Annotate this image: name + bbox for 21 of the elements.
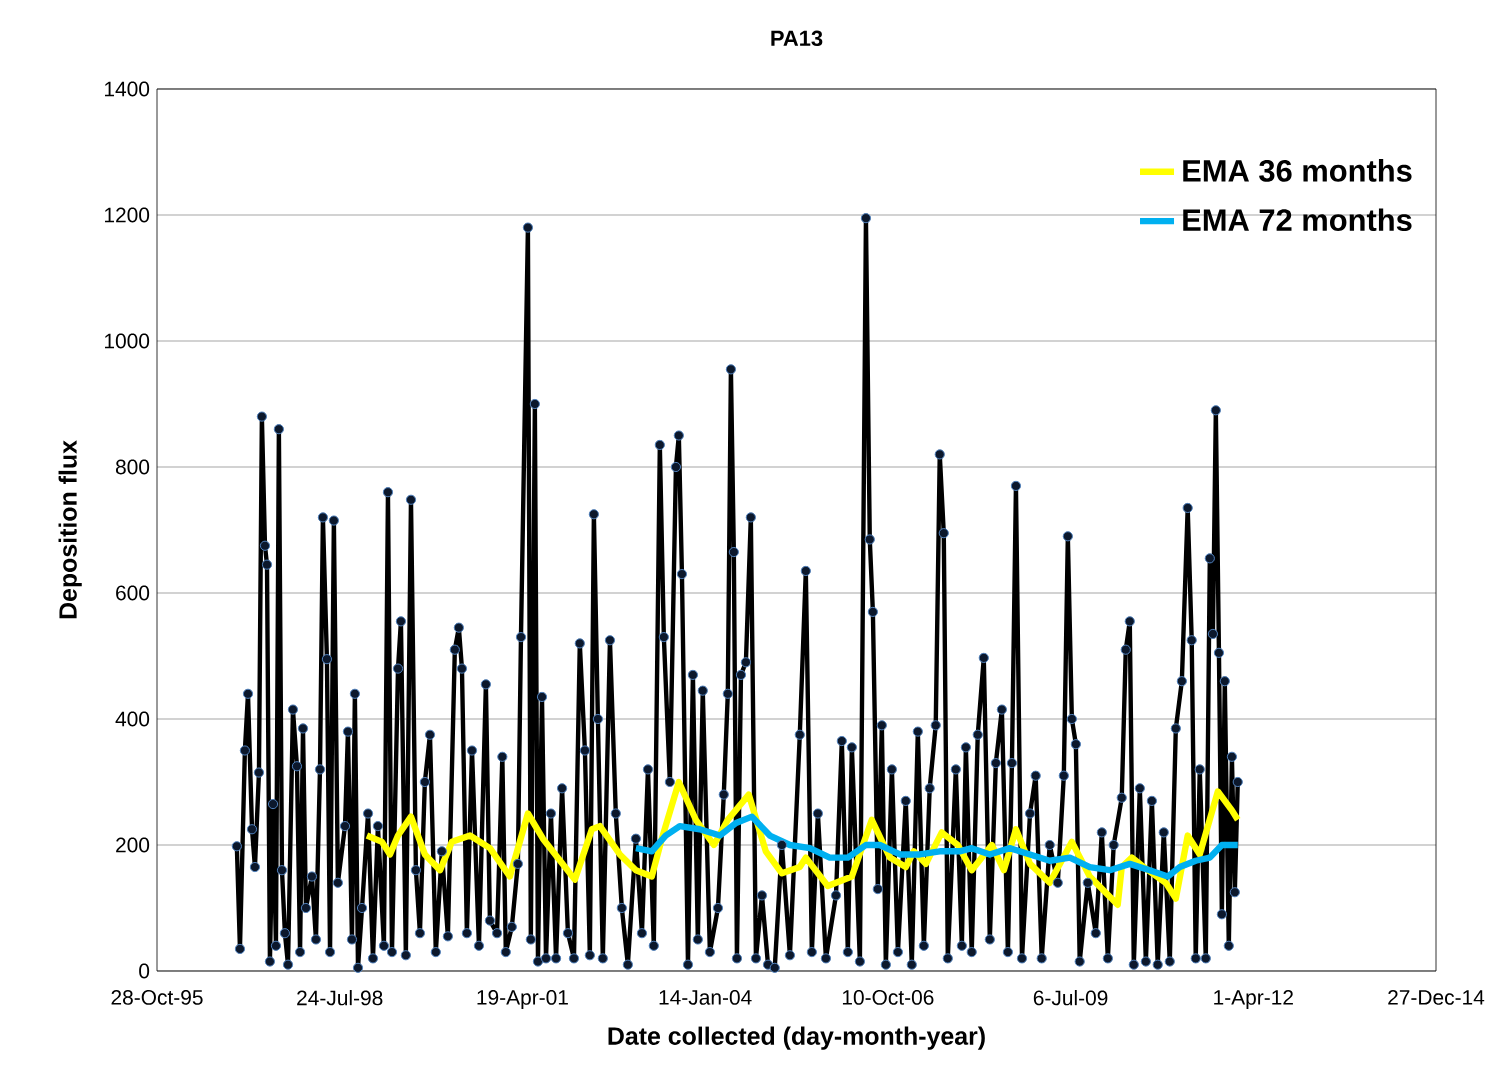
x-tick-label: 1-Apr-12 xyxy=(1214,990,1293,1009)
x-tick-label: 28-Oct-95 xyxy=(111,990,203,1005)
chart-title: PA13 xyxy=(771,30,823,47)
legend-label: EMA 36 months xyxy=(1183,159,1412,182)
y-tick-label: 600 xyxy=(116,585,150,601)
y-tick-label: 200 xyxy=(116,837,150,853)
x-tick-label: 10-Oct-06 xyxy=(842,990,934,1005)
y-tick-label: 1400 xyxy=(105,81,150,97)
y-tick-label: 400 xyxy=(115,711,150,727)
x-tick-label: 14-Jan-04 xyxy=(659,990,752,1005)
x-tick-label: 19-Apr-01 xyxy=(477,990,568,1009)
y-tick-label: 1200 xyxy=(105,207,150,223)
x-axis-title: Date collected (day-month-year) xyxy=(608,1026,985,1050)
y-tick-label: 0 xyxy=(139,963,150,979)
x-tick-label: 27-Dec-14 xyxy=(1388,990,1485,1005)
y-tick-label: 1000 xyxy=(105,333,150,349)
x-tick-label: 6-Jul-09 xyxy=(1033,990,1108,1006)
y-axis-title: Deposition flux xyxy=(58,440,82,619)
x-tick-label: 24-Jul-98 xyxy=(297,990,383,1006)
legend-label: EMA 72 months xyxy=(1183,208,1412,232)
y-tick-label: 800 xyxy=(115,459,150,475)
